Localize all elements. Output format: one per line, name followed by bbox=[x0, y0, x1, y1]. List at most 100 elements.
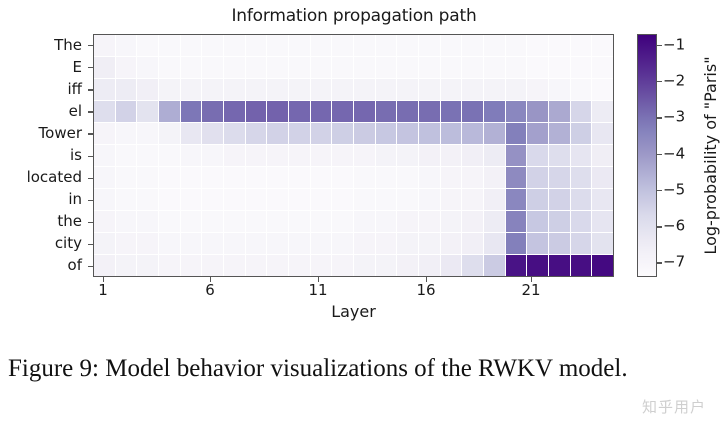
heatmap-cell bbox=[440, 56, 462, 79]
heatmap-cell bbox=[94, 122, 115, 145]
x-tick-mark bbox=[318, 277, 320, 282]
y-tick-label: E bbox=[72, 57, 82, 76]
heatmap-cell bbox=[223, 210, 245, 233]
y-axis-tick-marks bbox=[86, 34, 93, 277]
colorbar-tick-mark bbox=[657, 44, 662, 47]
heatmap-cell bbox=[288, 144, 310, 167]
heatmap-cell bbox=[440, 166, 462, 189]
heatmap-cell bbox=[288, 166, 310, 189]
y-tick-mark bbox=[86, 255, 93, 277]
heatmap-cell bbox=[418, 254, 440, 276]
heatmap-cell bbox=[223, 35, 245, 57]
colorbar-gradient bbox=[637, 34, 657, 277]
y-tick-mark bbox=[86, 122, 93, 144]
heatmap-cell bbox=[137, 122, 159, 145]
heatmap-cell bbox=[332, 35, 354, 57]
heatmap-cell bbox=[310, 254, 332, 276]
heatmap-cell bbox=[245, 254, 267, 276]
colorbar-tick-mark bbox=[657, 189, 662, 192]
heatmap-cell bbox=[310, 100, 332, 123]
heatmap-cell bbox=[397, 144, 419, 167]
heatmap-cell bbox=[375, 122, 397, 145]
watermark-text: 知乎用户 bbox=[641, 398, 706, 416]
heatmap-cell bbox=[505, 210, 527, 233]
heatmap-cell bbox=[180, 144, 202, 167]
heatmap-cell bbox=[332, 254, 354, 276]
heatmap-cell bbox=[375, 232, 397, 254]
heatmap-cell bbox=[158, 35, 180, 57]
x-tick-label: 16 bbox=[416, 281, 436, 299]
heatmap-cell bbox=[548, 35, 570, 57]
heatmap-cell bbox=[115, 78, 137, 101]
heatmap-cell bbox=[483, 122, 505, 145]
heatmap-cell bbox=[483, 166, 505, 189]
heatmap-cell bbox=[527, 35, 548, 57]
y-tick-mark bbox=[86, 34, 93, 56]
heatmap-cell bbox=[548, 122, 570, 145]
y-tick-mark bbox=[86, 144, 93, 166]
heatmap-cell bbox=[462, 166, 484, 189]
heatmap-cell bbox=[267, 56, 289, 79]
heatmap-cell bbox=[375, 78, 397, 101]
heatmap-cell bbox=[332, 78, 354, 101]
heatmap-cell bbox=[115, 100, 137, 123]
heatmap-cell bbox=[202, 232, 224, 254]
heatmap-cell bbox=[137, 56, 159, 79]
heatmap-cell bbox=[418, 188, 440, 211]
heatmap-cell bbox=[353, 100, 375, 123]
colorbar-tick-label: −2 bbox=[663, 71, 686, 90]
colorbar-tick-mark bbox=[657, 153, 662, 155]
heatmap-cell bbox=[137, 144, 159, 167]
heatmap-cell bbox=[375, 166, 397, 189]
heatmap-cell bbox=[180, 35, 202, 57]
colorbar-tick-label: −5 bbox=[663, 180, 686, 199]
heatmap-cell bbox=[332, 188, 354, 211]
heatmap-cell bbox=[245, 232, 267, 254]
heatmap-cell bbox=[570, 56, 592, 79]
heatmap-cell bbox=[592, 210, 613, 233]
colorbar-tick-mark bbox=[657, 117, 662, 119]
heatmap-cell bbox=[267, 100, 289, 123]
colorbar-label: Log-probability of "Paris" bbox=[700, 56, 720, 255]
heatmap-cell bbox=[527, 144, 548, 167]
heatmap-cell bbox=[94, 232, 115, 254]
heatmap-cell bbox=[245, 188, 267, 211]
heatmap-cell bbox=[462, 188, 484, 211]
heatmap-cell bbox=[310, 188, 332, 211]
heatmap-cell bbox=[548, 232, 570, 254]
heatmap-cell bbox=[527, 254, 548, 276]
heatmap-cell bbox=[94, 56, 115, 79]
heatmap-cell bbox=[592, 78, 613, 101]
y-tick-label: is bbox=[70, 146, 82, 165]
heatmap-cell bbox=[94, 78, 115, 101]
heatmap-cell bbox=[94, 210, 115, 233]
heatmap-cell bbox=[223, 232, 245, 254]
heatmap-cell bbox=[94, 144, 115, 167]
heatmap-cell bbox=[527, 210, 548, 233]
heatmap-cell bbox=[115, 232, 137, 254]
heatmap-cell bbox=[375, 210, 397, 233]
heatmap-cell bbox=[397, 188, 419, 211]
heatmap-cell bbox=[462, 35, 484, 57]
heatmap-cell bbox=[418, 166, 440, 189]
heatmap-cell bbox=[462, 232, 484, 254]
heatmap-cell bbox=[505, 122, 527, 145]
heatmap-cell bbox=[397, 100, 419, 123]
chart-title: Information propagation path bbox=[231, 6, 477, 26]
heatmap-cell bbox=[548, 254, 570, 276]
heatmap-cell bbox=[245, 166, 267, 189]
heatmap-cell bbox=[418, 56, 440, 79]
heatmap-cell bbox=[548, 56, 570, 79]
y-tick-mark bbox=[86, 167, 93, 189]
x-tick-label: 21 bbox=[521, 281, 541, 299]
x-axis-label: Layer bbox=[331, 302, 376, 321]
heatmap-cell bbox=[375, 100, 397, 123]
y-tick-label: el bbox=[68, 101, 82, 120]
x-tick-mark bbox=[426, 277, 428, 282]
heatmap-cell bbox=[418, 144, 440, 167]
heatmap-cell bbox=[397, 232, 419, 254]
heatmap-cell bbox=[94, 35, 115, 57]
heatmap-cell bbox=[245, 122, 267, 145]
heatmap-cell bbox=[375, 254, 397, 276]
heatmap-cell bbox=[397, 122, 419, 145]
